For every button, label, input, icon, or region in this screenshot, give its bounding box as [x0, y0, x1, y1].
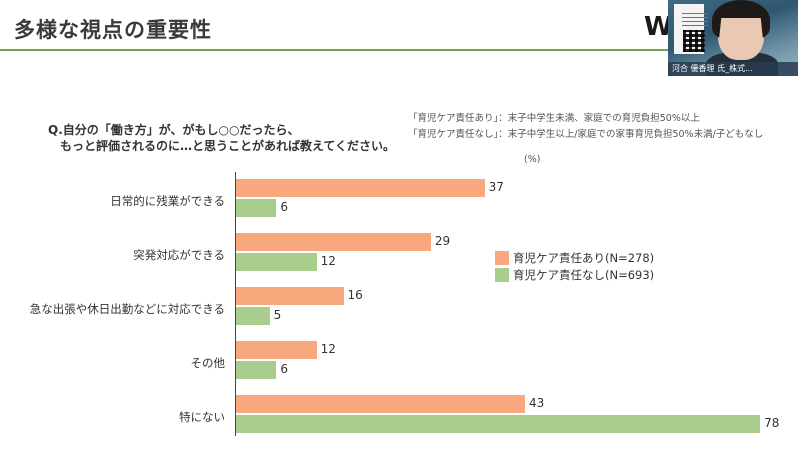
definition-with-care: 「育児ケア責任あり」：末子中学生未満、家庭での育児負担50%以上: [408, 113, 700, 124]
presenter-video: 河合 優香理 氏_株式...: [668, 0, 798, 76]
unit-label: (%): [524, 154, 541, 165]
title-divider: [0, 49, 690, 51]
category-label: その他: [190, 356, 226, 370]
bar-with-care: [236, 233, 431, 251]
bar-with-care: [236, 395, 525, 413]
bar-with-care: [236, 341, 317, 359]
category-label: 突発対応ができる: [133, 248, 225, 262]
data-label: 12: [320, 254, 336, 268]
category-label: 急な出張や休日出勤などに対応できる: [29, 302, 225, 316]
bar-without-care: [236, 415, 761, 433]
bar-without-care: [236, 361, 277, 379]
data-label: 5: [273, 308, 282, 322]
category-axis: [235, 172, 236, 436]
data-label: 78: [764, 416, 780, 430]
qr-caption-graphic: [682, 10, 708, 26]
question-line-2: もっと評価されるのに…と思うことがあれば教えてください。: [60, 139, 396, 153]
data-label: 29: [434, 234, 451, 248]
bar-with-care: [236, 179, 485, 197]
bar-without-care: [236, 199, 277, 217]
bar-without-care: [236, 253, 317, 271]
data-label: 37: [488, 180, 504, 194]
legend-label: 育児ケア責任あり(N=278): [513, 251, 655, 265]
question-line-1: Q.自分の「働き方」が、がもし○○だったら、: [48, 123, 300, 137]
data-label: 12: [320, 342, 336, 356]
page-title: 多様な視点の重要性: [14, 18, 212, 42]
bar-without-care: [236, 307, 270, 325]
definition-without-care: 「育児ケア責任なし」：末子中学生以上/家庭での家事育児負担50%未満/子どもなし: [408, 129, 764, 140]
data-label: 43: [528, 396, 545, 410]
qr-panel: [674, 4, 708, 54]
survey-question: Q.自分の「働き方」が、がもし○○だったら、 もっと評価されるのに…と思うことが…: [48, 122, 395, 154]
legend-label: 育児ケア責任なし(N=693): [513, 268, 655, 282]
data-label: 6: [280, 362, 288, 376]
bar-with-care: [236, 287, 344, 305]
data-label: 16: [347, 288, 363, 302]
legend-swatch: [495, 251, 509, 265]
presenter-name: 河合 優香理 氏_株式...: [672, 64, 753, 73]
category-label: 日常的に残業ができる: [110, 194, 225, 208]
category-label: 特にない: [179, 410, 225, 424]
legend-swatch: [495, 268, 509, 282]
qr-code-icon: [683, 30, 705, 52]
data-label: 6: [280, 200, 288, 214]
company-logo: W: [644, 12, 673, 42]
presenter-name-bar: [668, 62, 798, 76]
